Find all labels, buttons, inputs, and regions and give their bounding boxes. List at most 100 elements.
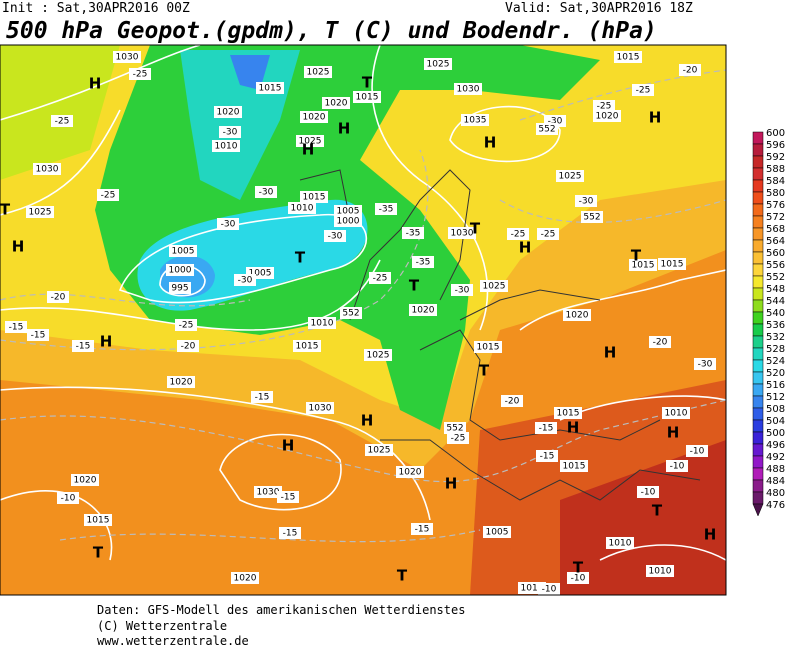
label-box: [254, 486, 282, 498]
temperature-label: -25: [373, 274, 388, 284]
colorbar-swatch: [752, 131, 764, 145]
isobar-label: 1035: [464, 116, 487, 126]
label-box: [593, 110, 621, 122]
colorbar-swatch: [752, 383, 764, 397]
label-box: [483, 526, 511, 538]
temperature-label: -25: [55, 117, 70, 127]
pressure-center: H: [519, 239, 532, 257]
colorbar-swatch: [752, 455, 764, 469]
label-box: [444, 422, 466, 434]
pressure-center: T: [470, 220, 481, 238]
temperature-label: -35: [406, 229, 421, 239]
label-box: [658, 258, 686, 270]
colorbar-swatch: [752, 155, 764, 169]
label-box: [256, 82, 284, 94]
label-box: [575, 195, 597, 207]
temperature-label: -25: [597, 102, 612, 112]
temperature-label: -30: [579, 197, 594, 207]
isobar-label: 1015: [617, 53, 640, 63]
pressure-center: T: [295, 249, 306, 267]
temperature-label: -20: [181, 342, 196, 352]
isobar-label: 1010: [609, 539, 632, 549]
label-box: [560, 460, 588, 472]
colorbar-tick-label: 516: [766, 380, 785, 391]
label-box: [175, 319, 197, 331]
colorbar-tick-label: 560: [766, 248, 785, 259]
label-box: [501, 395, 523, 407]
colorbar-tick-label: 480: [766, 488, 785, 499]
temperature-label: -25: [451, 434, 466, 444]
label-box: [169, 245, 197, 257]
temperature-label: -20: [505, 397, 520, 407]
colorbar-tick-label: 484: [766, 476, 785, 487]
label-box: [57, 492, 79, 504]
temperature-label: -30: [455, 286, 470, 296]
colorbar-tick-label: 524: [766, 356, 785, 367]
label-box: [324, 230, 346, 242]
pressure-center: T: [93, 544, 104, 562]
label-box: [296, 135, 324, 147]
label-box: [412, 256, 434, 268]
temperature-label: -15: [539, 424, 554, 434]
map-frame: [0, 44, 727, 596]
pressure-center: H: [89, 75, 102, 93]
pressure-center: T: [652, 502, 663, 520]
label-box: [646, 565, 674, 577]
label-box: [537, 228, 559, 240]
colorbar-tick-label: 476: [766, 500, 785, 511]
isobar-label: 1000: [169, 266, 192, 276]
label-box: [308, 317, 336, 329]
isobar-label: 1015: [259, 84, 282, 94]
temperature-label: -10: [690, 447, 705, 457]
isobar-label: 1020: [170, 378, 193, 388]
field-hot: [560, 440, 726, 595]
temperature-label: -15: [31, 331, 46, 341]
init-time: Init : Sat,30APR2016 00Z: [2, 1, 190, 16]
label-box: [629, 259, 657, 271]
temperature-label: -15: [255, 393, 270, 403]
colorbar-tick-label: 580: [766, 188, 785, 199]
label-box: [334, 215, 362, 227]
label-box: [167, 376, 195, 388]
temperature-label: -10: [61, 494, 76, 504]
label-box: [177, 340, 199, 352]
label-box: [411, 523, 433, 535]
isobar-label: 1025: [559, 172, 582, 182]
label-box: [536, 123, 558, 135]
label-box: [166, 264, 194, 276]
label-box: [212, 140, 240, 152]
colorbar-swatch: [752, 503, 764, 517]
footer-url: www.wetterzentrale.de: [97, 634, 249, 646]
pressure-center: T: [631, 247, 642, 265]
pressure-center: T: [362, 74, 373, 92]
pressure-center: H: [445, 475, 458, 493]
label-box: [694, 358, 716, 370]
contour-label: 552: [446, 424, 463, 434]
colorbar-swatch: [752, 167, 764, 181]
isobar-label: 1020: [74, 476, 97, 486]
isobar-label: 1020: [566, 311, 589, 321]
label-box: [581, 211, 603, 223]
label-box: [293, 340, 321, 352]
temperature-label: -25: [101, 191, 116, 201]
temperature-label: -25: [511, 230, 526, 240]
label-box: [322, 97, 350, 109]
colorbar-tick-label: 492: [766, 452, 785, 463]
label-box: [554, 407, 582, 419]
colorbar-tick-label: 588: [766, 164, 785, 175]
pressure-center: H: [484, 134, 497, 152]
isobar-label: 1015: [87, 516, 110, 526]
isobar-label: 1025: [299, 137, 322, 147]
colorbar-tick-label: 568: [766, 224, 785, 235]
temperature-label: -25: [541, 230, 556, 240]
isobar-label: 1020: [325, 99, 348, 109]
label-box: [113, 51, 141, 63]
isobar-label: 1030: [36, 165, 59, 175]
colorbar-tick-label: 532: [766, 332, 785, 343]
label-box: [593, 100, 615, 112]
temperature-label: -20: [683, 66, 698, 76]
colorbar-swatch: [752, 215, 764, 229]
label-box: [474, 341, 502, 353]
label-box: [214, 106, 242, 118]
